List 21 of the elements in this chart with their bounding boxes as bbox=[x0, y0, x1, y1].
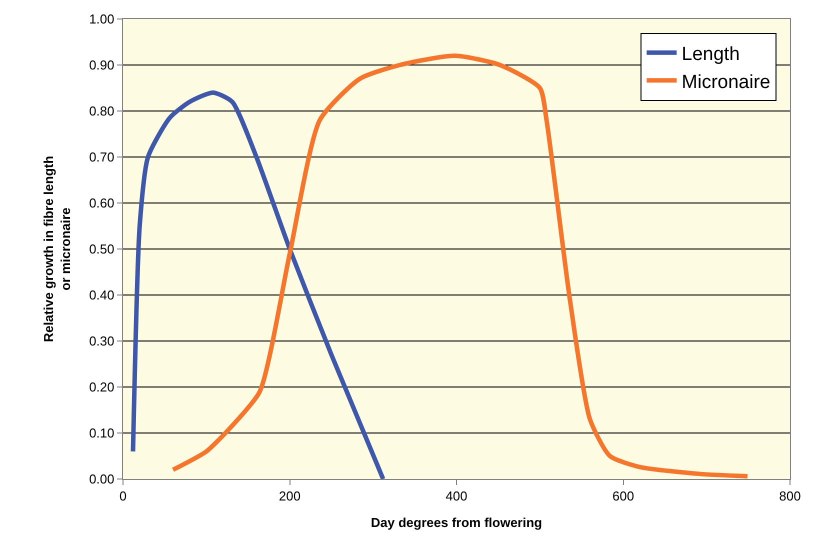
y-tick-label: 0.60 bbox=[89, 196, 114, 211]
x-tick-label: 200 bbox=[278, 488, 301, 504]
x-tick-label: 800 bbox=[779, 488, 801, 504]
y-tick-label: 0.10 bbox=[89, 426, 114, 441]
legend-label: Length bbox=[682, 44, 740, 66]
x-tick-label: 0 bbox=[119, 488, 127, 504]
x-tick-label: 600 bbox=[612, 488, 634, 504]
x-axis-title: Day degrees from flowering bbox=[370, 515, 542, 530]
y-tick-label: 0.50 bbox=[89, 242, 114, 257]
y-tick-label: 1.00 bbox=[89, 12, 114, 27]
y-tick-label: 0.40 bbox=[89, 288, 114, 303]
legend-label: Micronaire bbox=[682, 72, 770, 93]
y-tick-label: 0.90 bbox=[89, 58, 114, 73]
y-tick-label: 0.80 bbox=[89, 104, 114, 119]
y-tick-label: 0.70 bbox=[89, 150, 114, 165]
y-tick-label: 0.00 bbox=[89, 472, 114, 487]
line-series bbox=[130, 90, 386, 479]
y-tick-label: 0.30 bbox=[89, 334, 114, 349]
y-axis-title: Relative growth in fibre length or micronaire bbox=[41, 156, 74, 342]
y-tick-label: 0.20 bbox=[89, 380, 114, 395]
x-tick-label: 400 bbox=[446, 488, 468, 504]
